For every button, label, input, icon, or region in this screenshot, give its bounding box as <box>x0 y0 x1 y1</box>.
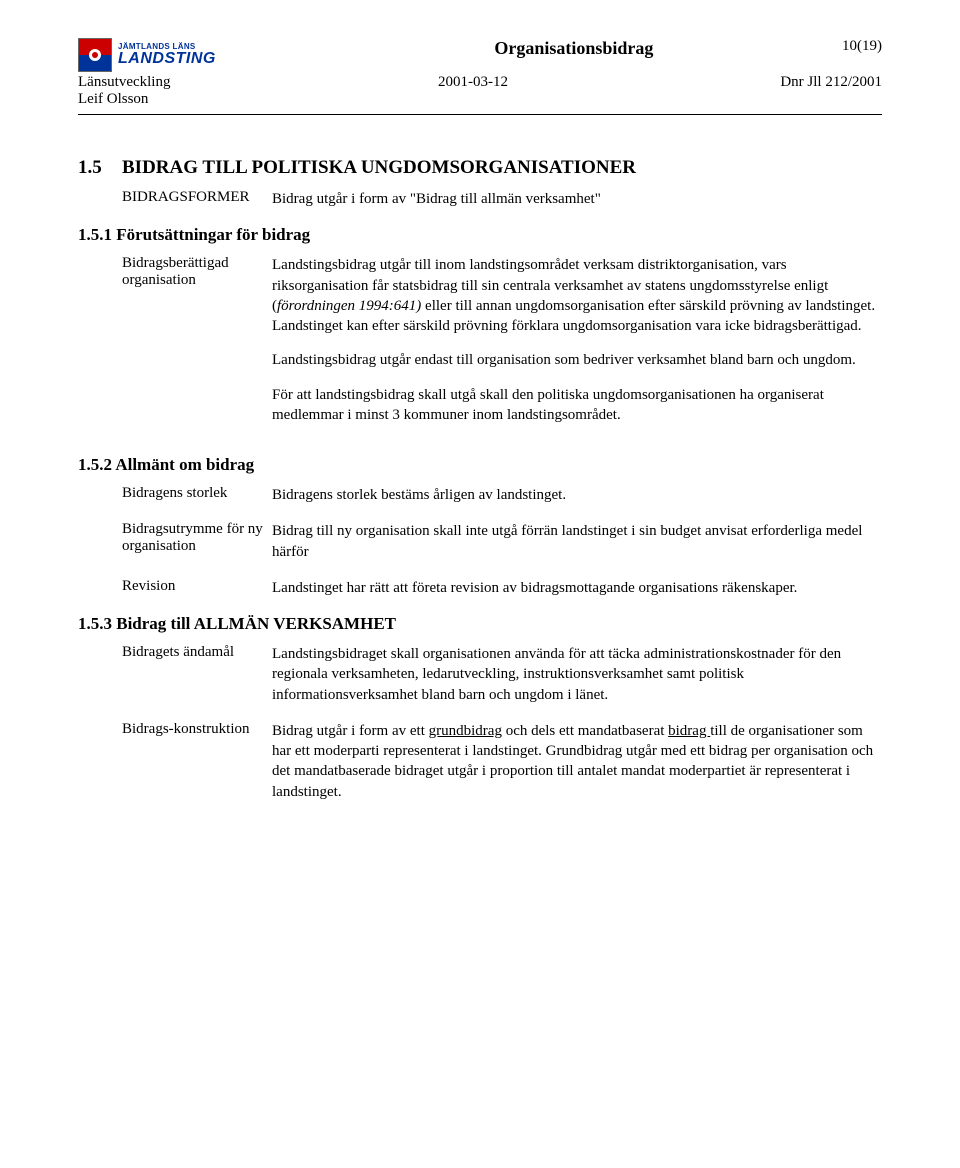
header-top-row: JÄMTLANDS LÄNS LANDSTING Organisationsbi… <box>78 38 882 72</box>
paragraph: Landstingsbidrag utgår till inom landsti… <box>272 255 882 336</box>
revision-row: Revision Landstinget har rätt att företa… <box>78 578 882 598</box>
bidragets-andamal-label: Bidragets ändamål <box>122 644 272 705</box>
bidragens-storlek-label: Bidragens storlek <box>122 485 272 505</box>
bidragsformer-row: BIDRAGSFORMER Bidrag utgår i form av "Bi… <box>78 189 882 209</box>
bidragsutrymme-row: Bidragsutrymme för ny organisation Bidra… <box>78 521 882 562</box>
section-title: BIDRAG TILL POLITISKA UNGDOMSORGANISATIO… <box>122 157 636 178</box>
section-1-5-2-heading: 1.5.2 Allmänt om bidrag <box>78 455 882 475</box>
bidragens-storlek-value: Bidragens storlek bestäms årligen av lan… <box>272 485 882 505</box>
bidragets-andamal-row: Bidragets ändamål Landstingsbidraget ska… <box>78 644 882 705</box>
header-center: Organisationsbidrag <box>216 38 842 59</box>
bidragskonstruktion-value: Bidrag utgår i form av ett grundbidrag o… <box>272 721 882 802</box>
section-title: Allmänt om bidrag <box>115 455 254 474</box>
department: Länsutveckling <box>78 74 388 91</box>
bidragsutrymme-label: Bidragsutrymme för ny organisation <box>122 521 272 562</box>
section-1-5-heading: 1.5BIDRAG TILL POLITISKA UNGDOMSORGANISA… <box>78 157 882 179</box>
bidragsberattigad-value: Landstingsbidrag utgår till inom landsti… <box>272 255 882 439</box>
logo-text-bottom: LANDSTING <box>118 51 216 67</box>
bidragens-storlek-row: Bidragens storlek Bidragens storlek best… <box>78 485 882 505</box>
section-title: Förutsättningar för bidrag <box>116 225 310 244</box>
section-1-5-1-heading: 1.5.1 Förutsättningar för bidrag <box>78 225 882 245</box>
section-number: 1.5.2 <box>78 455 112 474</box>
bidragsformer-value: Bidrag utgår i form av "Bidrag till allm… <box>272 189 882 209</box>
landsting-logo-icon <box>78 38 112 72</box>
doc-reference: Dnr Jll 212/2001 <box>780 74 882 91</box>
paragraph: För att landstingsbidrag skall utgå skal… <box>272 385 882 426</box>
section-title: Bidrag till ALLMÄN VERKSAMHET <box>116 614 396 633</box>
section-number: 1.5.3 <box>78 614 112 633</box>
author: Leif Olsson <box>78 91 882 108</box>
doc-date: 2001-03-12 <box>388 74 780 91</box>
header-sub-row: Länsutveckling 2001-03-12 Dnr Jll 212/20… <box>78 74 882 91</box>
paragraph: Landstingsbidrag utgår endast till organ… <box>272 350 882 370</box>
section-1-5-3-heading: 1.5.3 Bidrag till ALLMÄN VERKSAMHET <box>78 614 882 634</box>
bidragsformer-label: BIDRAGSFORMER <box>122 189 272 209</box>
section-number: 1.5 <box>78 157 122 179</box>
section-number: 1.5.1 <box>78 225 112 244</box>
bidragskonstruktion-row: Bidrags-konstruktion Bidrag utgår i form… <box>78 721 882 802</box>
header-divider <box>78 114 882 115</box>
logo-block: JÄMTLANDS LÄNS LANDSTING <box>78 38 216 72</box>
doc-title: Organisationsbidrag <box>494 38 653 58</box>
bidragskonstruktion-label: Bidrags-konstruktion <box>122 721 272 802</box>
bidragsberattigad-label: Bidragsberättigad organisation <box>122 255 272 439</box>
logo-text: JÄMTLANDS LÄNS LANDSTING <box>118 43 216 67</box>
page-number: 10(19) <box>842 38 882 55</box>
revision-label: Revision <box>122 578 272 598</box>
bidragets-andamal-value: Landstingsbidraget skall organisationen … <box>272 644 882 705</box>
bidragsutrymme-value: Bidrag till ny organisation skall inte u… <box>272 521 882 562</box>
bidragsberattigad-row: Bidragsberättigad organisation Landsting… <box>78 255 882 439</box>
revision-value: Landstinget har rätt att företa revision… <box>272 578 882 598</box>
